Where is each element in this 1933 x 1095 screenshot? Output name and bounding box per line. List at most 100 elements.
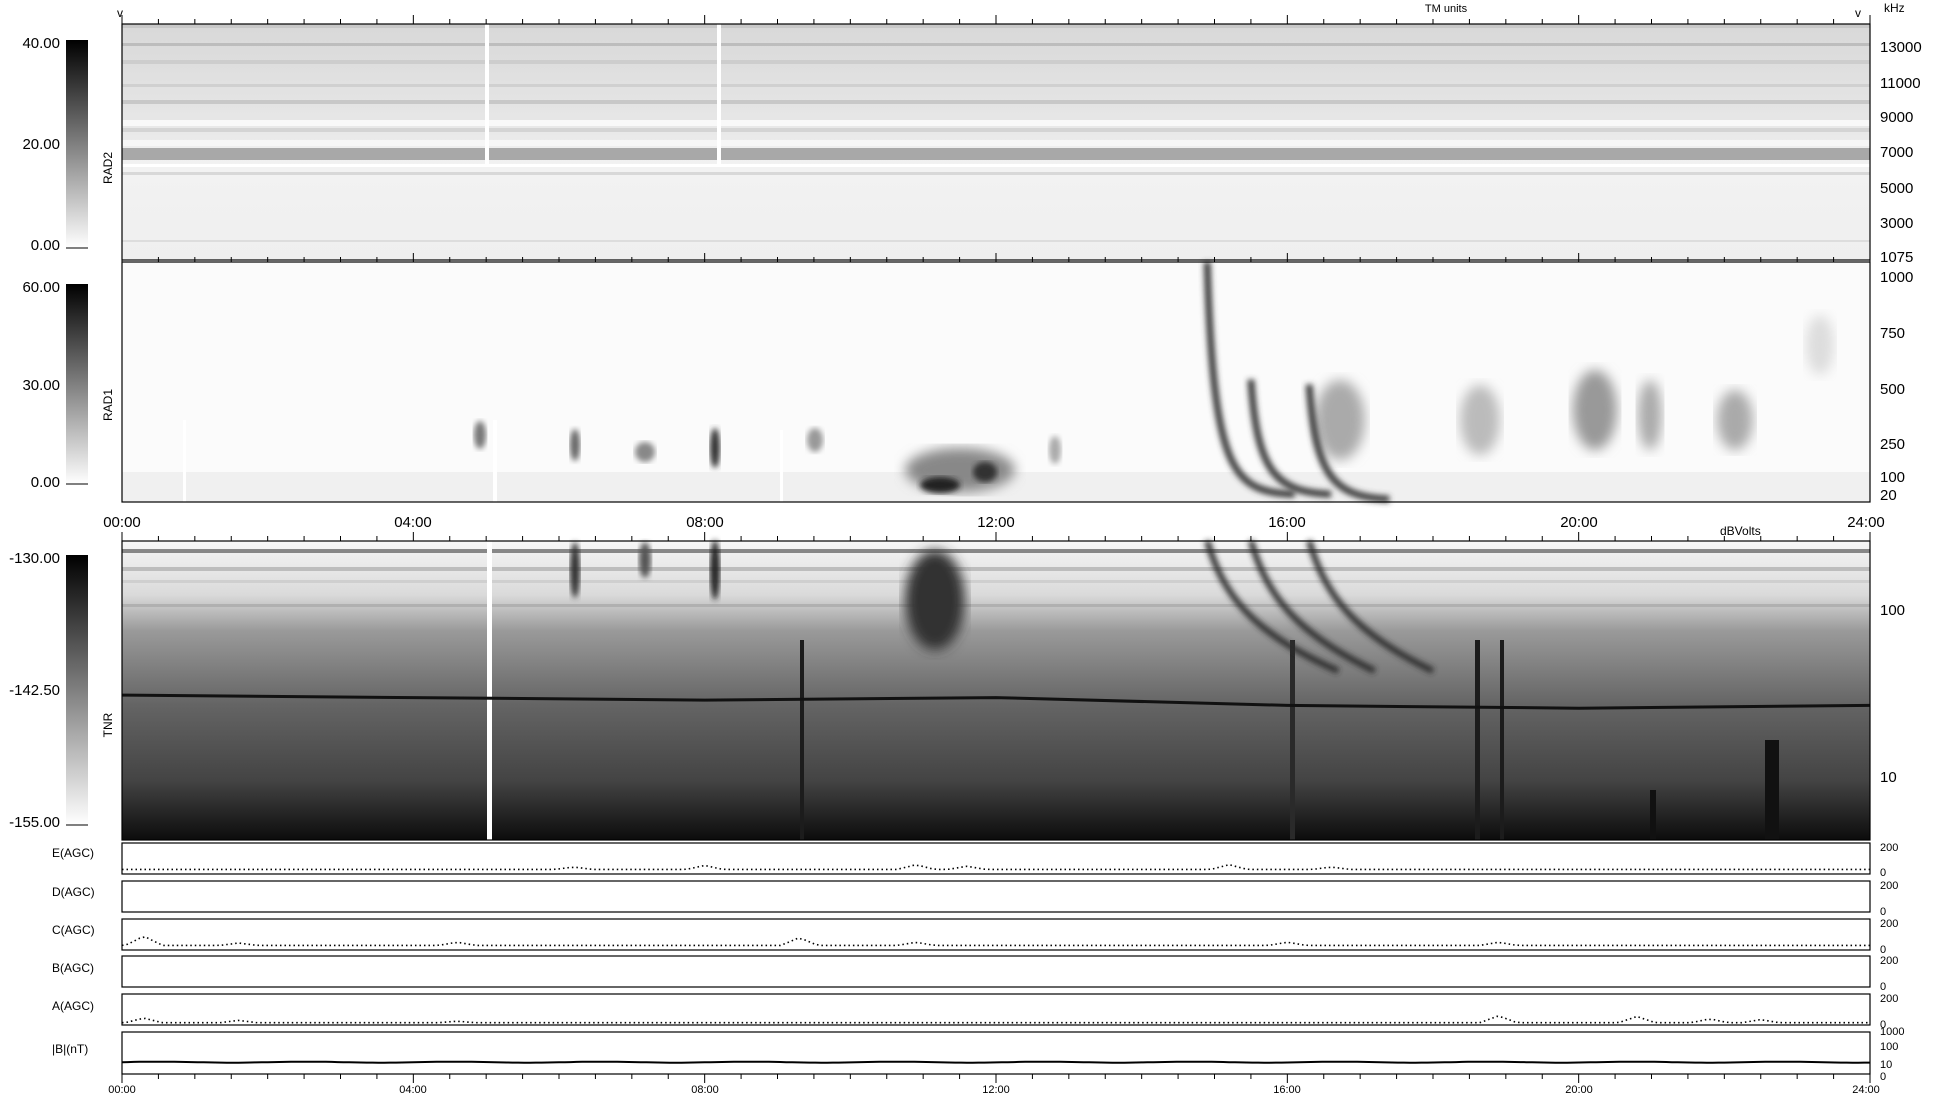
tnr-cb-tick-1: -142.50 <box>9 682 60 699</box>
rad1-features <box>122 315 1870 502</box>
rad1-cb-tick-2: 0.00 <box>31 474 60 491</box>
heading-fragment: TM units <box>1425 3 1468 15</box>
line-panel-trace-5 <box>121 1060 1870 1064</box>
c-agc-label: C(AGC) <box>52 923 95 937</box>
rad1-panel-label: RAD1 <box>101 389 115 421</box>
line-panel-trace-4 <box>121 1015 1870 1024</box>
rad1-cb-tick-1: 30.00 <box>22 377 60 394</box>
rad2-bands <box>122 24 1870 242</box>
line-panel-frame-2 <box>121 918 1871 951</box>
tnr-tick-0: 100 <box>1880 602 1905 619</box>
time-tick-top-1: 04:00 <box>394 514 432 531</box>
rad2-cb-tick-1: 20.00 <box>22 136 60 153</box>
rad1-bursts <box>1203 261 1390 503</box>
time-tick-top-2: 08:00 <box>686 514 724 531</box>
d-agc-label: D(AGC) <box>52 885 95 899</box>
rad1-tick-5: 20 <box>1880 487 1897 504</box>
rad1-colorbar <box>66 284 88 484</box>
b-agc-tick-top: 200 <box>1880 955 1898 967</box>
a-agc-label: A(AGC) <box>52 999 94 1013</box>
time-tick-top-3: 12:00 <box>977 514 1015 531</box>
rad1-tick-1: 750 <box>1880 325 1905 342</box>
e-agc-label: E(AGC) <box>52 846 94 860</box>
time-axis-bottom: 00:00 04:00 08:00 12:00 16:00 20:00 24:0… <box>108 1084 1880 1095</box>
rad2-freq-unit: kHz <box>1884 1 1905 15</box>
d-agc-tick-bottom: 0 <box>1880 906 1886 918</box>
time-tick-bottom-5: 20:00 <box>1565 1084 1593 1095</box>
a-agc-tick-bottom: 0 <box>1880 1019 1886 1031</box>
line-panel-frame-3 <box>121 955 1871 988</box>
tnr-burst-2 <box>1306 540 1435 674</box>
b-field-tick-2: 10 <box>1880 1059 1892 1071</box>
time-tick-top-4: 16:00 <box>1268 514 1306 531</box>
time-tick-bottom-0: 00:00 <box>108 1084 136 1095</box>
rad2-panel-label: RAD2 <box>101 152 115 184</box>
rad1-tick-2: 500 <box>1880 381 1905 398</box>
rad1-tick-3: 250 <box>1880 436 1905 453</box>
time-tick-bottom-3: 12:00 <box>982 1084 1010 1095</box>
a-agc-tick-top: 200 <box>1880 993 1898 1005</box>
rad2-tick-0: 13000 <box>1880 39 1922 56</box>
rad2-tick-5: 3000 <box>1880 215 1913 232</box>
line-panel-frame-1 <box>121 880 1871 913</box>
rad2-tick-2: 9000 <box>1880 109 1913 126</box>
tnr-burst-0 <box>1204 540 1340 674</box>
line-panel-frame-4 <box>121 993 1871 1026</box>
rad1-cb-tick-0: 60.00 <box>22 279 60 296</box>
right-axes: kHz 13000 11000 9000 7000 5000 3000 1075… <box>1720 1 1922 786</box>
line-panel-trace-0 <box>122 863 1870 871</box>
rad1-burst-0 <box>1203 261 1295 498</box>
corner-mark-left: v <box>117 6 123 20</box>
tnr-panel <box>121 540 1871 840</box>
rad1-tick-0: 1000 <box>1880 269 1913 286</box>
c-agc-tick-bottom: 0 <box>1880 944 1886 956</box>
rad1-burst-2 <box>1305 384 1390 503</box>
time-tick-top-6: 24:00 <box>1847 514 1885 531</box>
colorbars: 40.00 20.00 0.00 60.00 30.00 0.00 -130.0… <box>9 35 115 831</box>
b-field-label: |B|(nT) <box>52 1042 88 1056</box>
e-agc-tick-top: 200 <box>1880 842 1898 854</box>
tnr-features <box>122 540 1870 840</box>
panel-frames <box>121 15 1871 1083</box>
time-tick-bottom-6: 24:00 <box>1852 1084 1880 1095</box>
tnr-cb-tick-0: -130.00 <box>9 550 60 567</box>
line-panel-frame-5 <box>121 1031 1871 1075</box>
b-field-tick-3: 0 <box>1880 1071 1886 1083</box>
tnr-panel-label: TNR <box>101 712 115 737</box>
rad1-panel <box>122 261 1870 503</box>
rad1-tick-4: 100 <box>1880 469 1905 486</box>
c-agc-tick-top: 200 <box>1880 918 1898 930</box>
e-agc-tick-bottom: 0 <box>1880 867 1886 879</box>
b-agc-tick-bottom: 0 <box>1880 981 1886 993</box>
tnr-plasma-line <box>121 693 1871 710</box>
rad2-cb-tick-2: 0.00 <box>31 237 60 254</box>
line-panels: E(AGC) D(AGC) C(AGC) B(AGC) A(AGC) |B|(n… <box>52 842 1904 1083</box>
time-tick-top-5: 20:00 <box>1560 514 1598 531</box>
rad2-panel <box>122 24 1870 260</box>
tnr-colorbar <box>66 555 88 825</box>
corner-mark-right: v <box>1855 6 1861 20</box>
line-panel-frame-0 <box>121 842 1871 875</box>
rad2-tick-3: 7000 <box>1880 144 1913 161</box>
rad2-colorbar <box>66 40 88 248</box>
tnr-spectrogram <box>122 541 1870 840</box>
line-panel-trace-2 <box>121 935 1870 947</box>
time-tick-bottom-4: 16:00 <box>1273 1084 1301 1095</box>
b-field-tick-0: 1000 <box>1880 1026 1904 1038</box>
b-field-tick-1: 100 <box>1880 1041 1898 1053</box>
time-tick-top-0: 00:00 <box>103 514 141 531</box>
rad1-burst-1 <box>1247 379 1332 498</box>
tnr-burst-1 <box>1248 540 1377 674</box>
d-agc-tick-top: 200 <box>1880 880 1898 892</box>
time-tick-bottom-1: 04:00 <box>399 1084 427 1095</box>
rad2-cb-tick-0: 40.00 <box>22 35 60 52</box>
tnr-cb-tick-2: -155.00 <box>9 814 60 831</box>
tnr-bursts <box>1204 540 1435 674</box>
b-agc-label: B(AGC) <box>52 961 94 975</box>
rad2-tick-4: 5000 <box>1880 180 1913 197</box>
rad2-tick-1: 11000 <box>1880 75 1921 92</box>
tnr-tick-1: 10 <box>1880 769 1897 786</box>
tnr-unit: dBVolts <box>1720 524 1761 538</box>
rad2-tick-6: 1075 <box>1880 249 1913 266</box>
